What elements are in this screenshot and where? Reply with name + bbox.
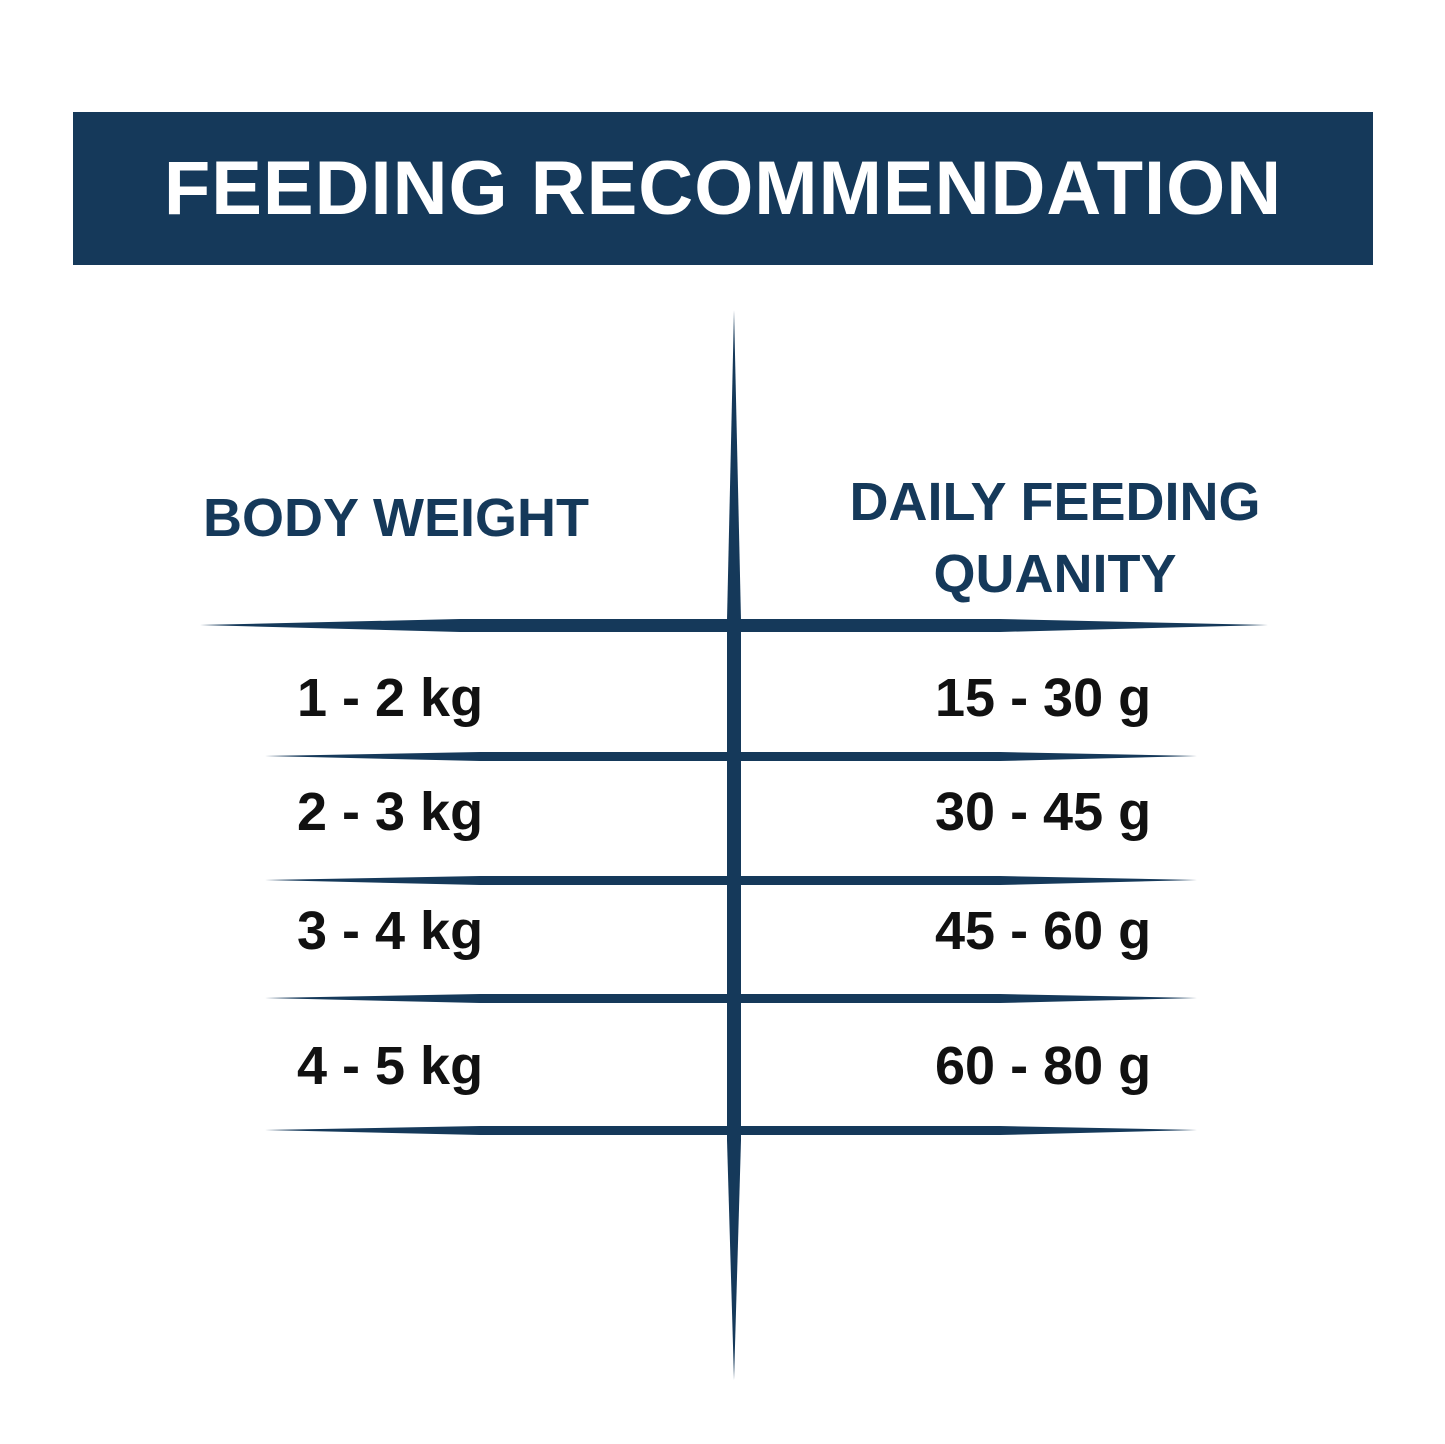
weight-cell: 3 - 4 kg (297, 901, 484, 961)
quantity-cell: 60 - 80 g (935, 1036, 1152, 1096)
quantity-cell: 30 - 45 g (935, 782, 1152, 842)
header-line-2: QUANITY (933, 544, 1177, 604)
row-divider (265, 752, 1197, 761)
row-divider (265, 1126, 1197, 1135)
weight-cell: 4 - 5 kg (297, 1036, 484, 1096)
weight-cell: 1 - 2 kg (297, 668, 484, 728)
header-body-weight: BODY WEIGHT (202, 488, 589, 548)
header-daily-feeding-quantity: DAILY FEEDING QUANITY (780, 466, 1330, 610)
row-divider (265, 876, 1197, 885)
weight-cell: 2 - 3 kg (297, 782, 484, 842)
header-line-1: DAILY FEEDING (849, 472, 1261, 532)
quantity-cell: 45 - 60 g (935, 901, 1152, 961)
vertical-divider (727, 310, 741, 1380)
row-divider (265, 994, 1197, 1003)
title-banner: FEEDING RECOMMENDATION (73, 112, 1373, 265)
quantity-cell: 15 - 30 g (935, 668, 1152, 728)
page-title: FEEDING RECOMMENDATION (163, 146, 1283, 231)
header-divider (200, 619, 1268, 632)
